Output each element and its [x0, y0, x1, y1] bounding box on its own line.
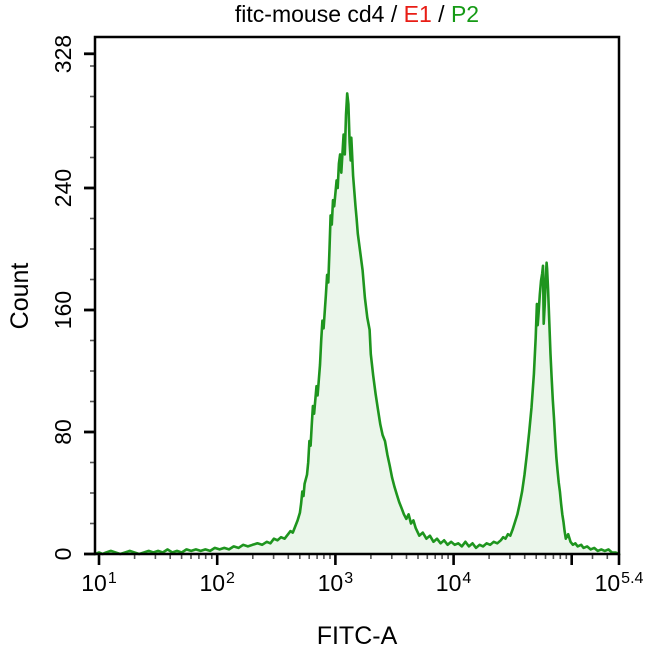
- title-part: fitc-mouse cd4 /: [234, 1, 404, 27]
- x-tick-base: 10: [594, 570, 621, 596]
- x-tick-base: 10: [435, 570, 462, 596]
- y-tick-label: 160: [50, 290, 76, 330]
- chart-title: fitc-mouse cd4 / E1 / P2: [95, 1, 619, 28]
- x-tick-base: 10: [317, 570, 344, 596]
- x-tick-label: 102: [169, 570, 265, 597]
- title-part: E1: [403, 1, 432, 27]
- title-part: P2: [450, 1, 480, 27]
- y-tick-label: 240: [50, 168, 76, 208]
- histogram-curve: [94, 92, 621, 556]
- x-tick-exponent: 1: [107, 570, 117, 587]
- x-tick-exponent: 5.4: [621, 570, 644, 587]
- plot-frame: [93, 35, 621, 556]
- y-tick-label: 328: [50, 34, 76, 73]
- x-tick-exponent: 2: [226, 570, 235, 587]
- x-tick-label: 101: [51, 570, 147, 597]
- y-tick-label: 80: [50, 419, 76, 445]
- x-tick-label: 105.4: [571, 570, 650, 597]
- x-tick-exponent: 4: [462, 570, 472, 587]
- x-axis-label: FITC-A: [316, 622, 398, 650]
- x-tick-label: 104: [406, 570, 502, 597]
- x-tick-base: 10: [81, 570, 107, 596]
- x-tick-exponent: 3: [344, 570, 354, 587]
- title-part: /: [431, 1, 451, 27]
- x-tick-base: 10: [199, 570, 226, 596]
- x-tick-label: 103: [287, 570, 383, 597]
- y-axis-label: Count: [6, 262, 34, 330]
- histogram-fill: [95, 93, 619, 555]
